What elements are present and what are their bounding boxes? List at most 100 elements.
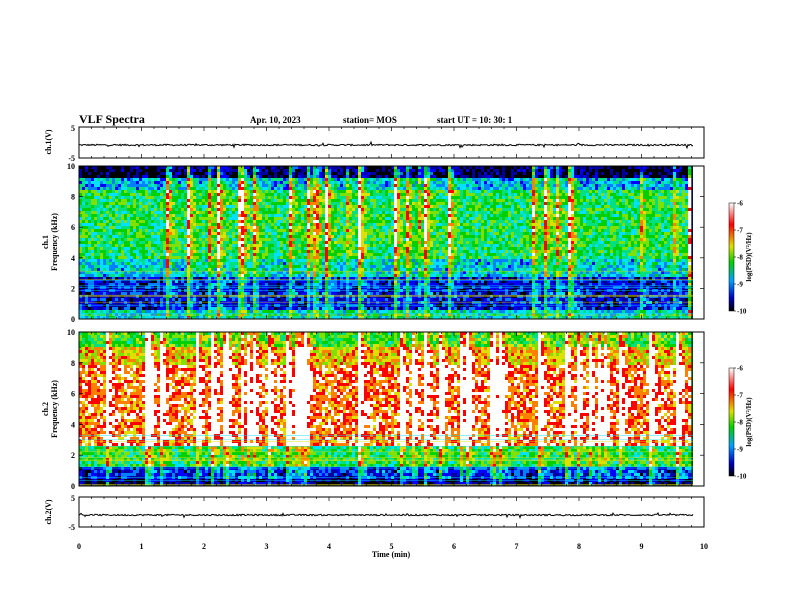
- spectrogram-cell: [304, 283, 308, 287]
- spectrogram-cell: [304, 298, 308, 302]
- spectrogram-cell: [220, 256, 224, 260]
- spectrogram-cell: [247, 175, 251, 179]
- spectrogram-cell: [184, 172, 188, 176]
- spectrogram-cell: [112, 172, 116, 176]
- spectrogram-cell: [274, 256, 278, 260]
- spectrogram-cell: [208, 283, 212, 287]
- spectrogram-cell: [310, 226, 314, 230]
- spectrogram-cell: [256, 217, 260, 221]
- spectrogram-cell: [91, 226, 95, 230]
- spectrogram-cell: [118, 199, 122, 203]
- spectrogram-cell: [358, 292, 362, 296]
- spectrogram-cell: [220, 310, 224, 314]
- spectrogram-cell: [172, 208, 176, 212]
- spectrogram-cell: [316, 259, 320, 263]
- spectrogram-cell: [112, 265, 116, 269]
- spectrogram-cell: [127, 238, 131, 242]
- spectrogram-cell: [205, 235, 209, 239]
- spectrogram-cell: [253, 181, 257, 185]
- spectrogram-cell: [304, 202, 308, 206]
- spectrogram-cell: [349, 166, 353, 170]
- spectrogram-cell: [118, 181, 122, 185]
- spectrogram-cell: [187, 283, 191, 287]
- spectrogram-cell: [85, 214, 89, 218]
- spectrogram-cell: [133, 175, 137, 179]
- spectrogram-cell: [109, 226, 113, 230]
- spectrogram-cell: [238, 298, 242, 302]
- spectrogram-cell: [109, 310, 113, 314]
- spectrogram-cell: [118, 268, 122, 272]
- spectrogram-cell: [256, 187, 260, 191]
- spectrogram-cell: [157, 169, 161, 173]
- spectrogram-cell: [316, 232, 320, 236]
- spectrogram-cell: [307, 250, 311, 254]
- spectrogram-cell: [301, 256, 305, 260]
- spectrogram-cell: [109, 202, 113, 206]
- spectrogram-cell: [130, 199, 134, 203]
- spectrogram-cell: [226, 283, 230, 287]
- spectrogram-cell: [256, 181, 260, 185]
- spectrogram-cell: [91, 205, 95, 209]
- spectrogram-cell: [295, 262, 299, 266]
- spectrogram-cell: [175, 184, 179, 188]
- spectrogram-cell: [91, 175, 95, 179]
- spectrogram-cell: [274, 268, 278, 272]
- spectrogram-cell: [253, 277, 257, 281]
- spectrogram-cell: [208, 292, 212, 296]
- spectrogram-cell: [364, 274, 368, 278]
- spectrogram-cell: [355, 178, 359, 182]
- spectrogram-cell: [289, 169, 293, 173]
- spectrogram-cell: [304, 181, 308, 185]
- spectrogram-cell: [88, 184, 92, 188]
- spectrogram-cell: [202, 265, 206, 269]
- spectrogram-cell: [124, 193, 128, 197]
- spectrogram-cell: [139, 169, 143, 173]
- spectrogram-cell: [142, 205, 146, 209]
- spectrogram-cell: [166, 223, 170, 227]
- spectrogram-cell: [346, 187, 350, 191]
- spectrogram-cell: [172, 169, 176, 173]
- spectrogram-cell: [319, 172, 323, 176]
- spectrogram-cell: [154, 214, 158, 218]
- spectrogram-cell: [304, 250, 308, 254]
- spectrogram-cell: [235, 211, 239, 215]
- spectrogram-cell: [265, 184, 269, 188]
- spectrogram-cell: [352, 265, 356, 269]
- spectrogram-cell: [337, 292, 341, 296]
- spectrogram-cell: [358, 217, 362, 221]
- spectrogram-cell: [247, 253, 251, 257]
- spectrogram-cell: [328, 274, 332, 278]
- spectrogram-cell: [307, 190, 311, 194]
- spectrogram-cell: [283, 205, 287, 209]
- spectrogram-cell: [190, 217, 194, 221]
- spectrogram-cell: [193, 241, 197, 245]
- spectrogram-cell: [202, 208, 206, 212]
- spectrogram-cell: [85, 241, 89, 245]
- spectrogram-cell: [229, 181, 233, 185]
- spectrogram-cell: [79, 238, 83, 242]
- spectrogram-cell: [232, 205, 236, 209]
- spectrogram-cell: [79, 184, 83, 188]
- spectrogram-cell: [295, 241, 299, 245]
- spectrogram-cell: [220, 199, 224, 203]
- spectrogram-cell: [346, 268, 350, 272]
- spectrogram-cell: [268, 268, 272, 272]
- spectrogram-cell: [313, 232, 317, 236]
- spectrogram-cell: [109, 190, 113, 194]
- spectrogram-cell: [301, 196, 305, 200]
- spectrogram-cell: [103, 307, 107, 311]
- spectrogram-cell: [292, 280, 296, 284]
- spectrogram-cell: [346, 205, 350, 209]
- spectrogram-cell: [184, 202, 188, 206]
- spectrogram-cell: [244, 262, 248, 266]
- spectrogram-cell: [331, 256, 335, 260]
- spectrogram-cell: [304, 244, 308, 248]
- spectrogram-cell: [124, 220, 128, 224]
- spectrogram-cell: [157, 250, 161, 254]
- spectrogram-cell: [274, 307, 278, 311]
- spectrogram-cell: [226, 169, 230, 173]
- spectrogram-cell: [127, 187, 131, 191]
- spectrogram-cell: [349, 211, 353, 215]
- spectrogram-cell: [310, 265, 314, 269]
- spectrogram-cell: [241, 271, 245, 275]
